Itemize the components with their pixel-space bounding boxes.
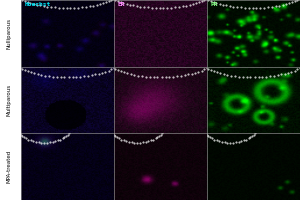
Text: Hoechst: Hoechst: [25, 2, 51, 7]
Text: MPA-treated: MPA-treated: [7, 150, 12, 183]
Text: ER: ER: [118, 2, 125, 7]
Text: Multiparous: Multiparous: [7, 84, 12, 116]
Text: PR: PR: [211, 2, 218, 7]
Text: Nulliparous: Nulliparous: [7, 18, 12, 49]
